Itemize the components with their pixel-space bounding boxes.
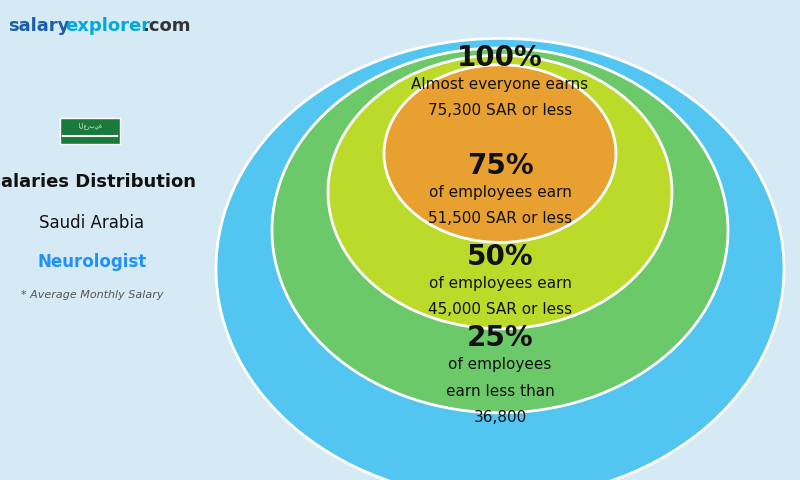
Text: 51,500 SAR or less: 51,500 SAR or less (428, 211, 572, 226)
Text: 75%: 75% (466, 152, 534, 180)
Ellipse shape (216, 38, 784, 480)
Text: Saudi Arabia: Saudi Arabia (39, 214, 145, 232)
Text: Almost everyone earns: Almost everyone earns (411, 76, 589, 92)
Text: 50%: 50% (466, 243, 534, 271)
FancyBboxPatch shape (60, 118, 120, 144)
Text: العربية: العربية (78, 122, 102, 129)
Ellipse shape (272, 48, 728, 413)
Ellipse shape (384, 65, 616, 242)
Text: salary: salary (8, 17, 70, 35)
Text: * Average Monthly Salary: * Average Monthly Salary (21, 290, 163, 300)
Text: of employees earn: of employees earn (429, 276, 571, 291)
Text: explorer: explorer (66, 17, 150, 35)
Text: 36,800: 36,800 (474, 410, 526, 425)
Text: earn less than: earn less than (446, 384, 554, 399)
Ellipse shape (328, 55, 672, 329)
Text: 100%: 100% (457, 44, 543, 72)
Text: Salaries Distribution: Salaries Distribution (0, 173, 196, 192)
Text: 75,300 SAR or less: 75,300 SAR or less (428, 103, 572, 118)
Text: 25%: 25% (466, 324, 534, 352)
Text: Neurologist: Neurologist (38, 252, 146, 271)
Text: of employees earn: of employees earn (429, 184, 571, 200)
Text: of employees: of employees (448, 357, 552, 372)
Text: .com: .com (142, 17, 191, 35)
Text: 45,000 SAR or less: 45,000 SAR or less (428, 302, 572, 317)
